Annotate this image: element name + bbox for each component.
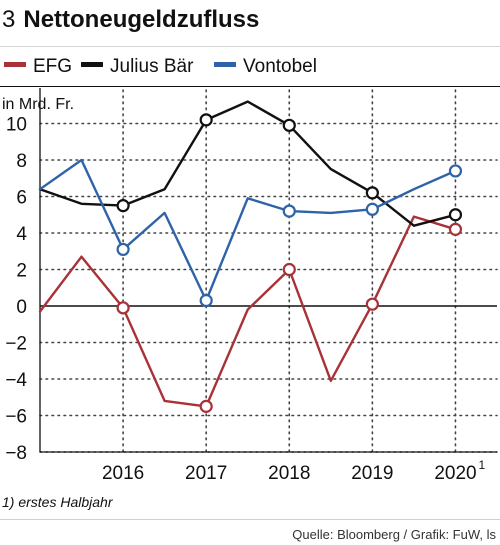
series-line-vontobel [38, 158, 457, 302]
y-tick-label: 2 [16, 261, 27, 282]
legend-label-vontobel: Vontobel [243, 56, 317, 77]
data-point-julius-b-r [448, 208, 463, 222]
series-line-efg [38, 215, 457, 408]
data-point-vontobel [282, 204, 296, 218]
data-point-efg [116, 301, 130, 315]
data-point-efg [365, 297, 379, 311]
footnote: 1) erstes Halbjahr [2, 494, 113, 510]
legend-swatch-vontobel [214, 62, 236, 68]
data-point-julius-b-r [365, 186, 379, 200]
x-tick-label: 2017 [185, 463, 227, 484]
y-tick-label: 6 [16, 188, 27, 209]
source-divider [0, 519, 500, 520]
chart-title: 3 Nettoneugeldzufluss [2, 6, 259, 34]
data-point-vontobel [116, 242, 130, 257]
x-tick-label: 2018 [268, 463, 310, 484]
legend-label-efg: EFG [33, 56, 73, 77]
data-point-efg [199, 399, 213, 413]
legend-label-julius-baer: Julius Bär [110, 56, 194, 77]
legend-divider [0, 86, 500, 87]
x-tick-label: 2019 [351, 463, 393, 484]
chart-number: 3 [2, 6, 16, 33]
data-point-vontobel [448, 164, 463, 178]
data-point-efg [282, 262, 296, 277]
data-point-julius-b-r [282, 118, 296, 132]
chart-title-text: Nettoneugeldzufluss [23, 6, 260, 33]
legend-item-vontobel: Vontobel [214, 56, 317, 78]
legend: EFG Julius Bär Vontobel [0, 56, 500, 78]
y-tick-label: 8 [16, 151, 27, 172]
y-tick-label: −8 [5, 443, 27, 464]
data-point-vontobel [365, 202, 379, 216]
legend-swatch-julius-baer [81, 62, 103, 68]
y-tick-label: −2 [5, 334, 27, 355]
legend-swatch-efg [4, 62, 26, 68]
data-point-vontobel [199, 293, 213, 308]
data-point-efg [448, 222, 463, 236]
x-tick-label: 2020 [434, 463, 476, 484]
x-tick-superscript: 1 [478, 458, 485, 472]
data-point-julius-b-r [199, 113, 213, 127]
legend-item-julius-baer: Julius Bär [81, 56, 193, 78]
y-tick-label: 4 [16, 224, 27, 245]
source-note: Quelle: Bloomberg / Grafik: FuW, ls [292, 527, 496, 542]
x-tick-label: 2016 [102, 463, 144, 484]
legend-item-efg: EFG [4, 56, 72, 78]
y-tick-label: 0 [16, 297, 27, 318]
y-tick-label: −4 [5, 370, 27, 391]
y-tick-label: 10 [6, 115, 27, 136]
y-axis-label: in Mrd. Fr. [2, 96, 74, 113]
data-point-julius-b-r [116, 199, 130, 213]
title-divider [0, 46, 500, 47]
y-tick-label: −6 [5, 407, 27, 428]
